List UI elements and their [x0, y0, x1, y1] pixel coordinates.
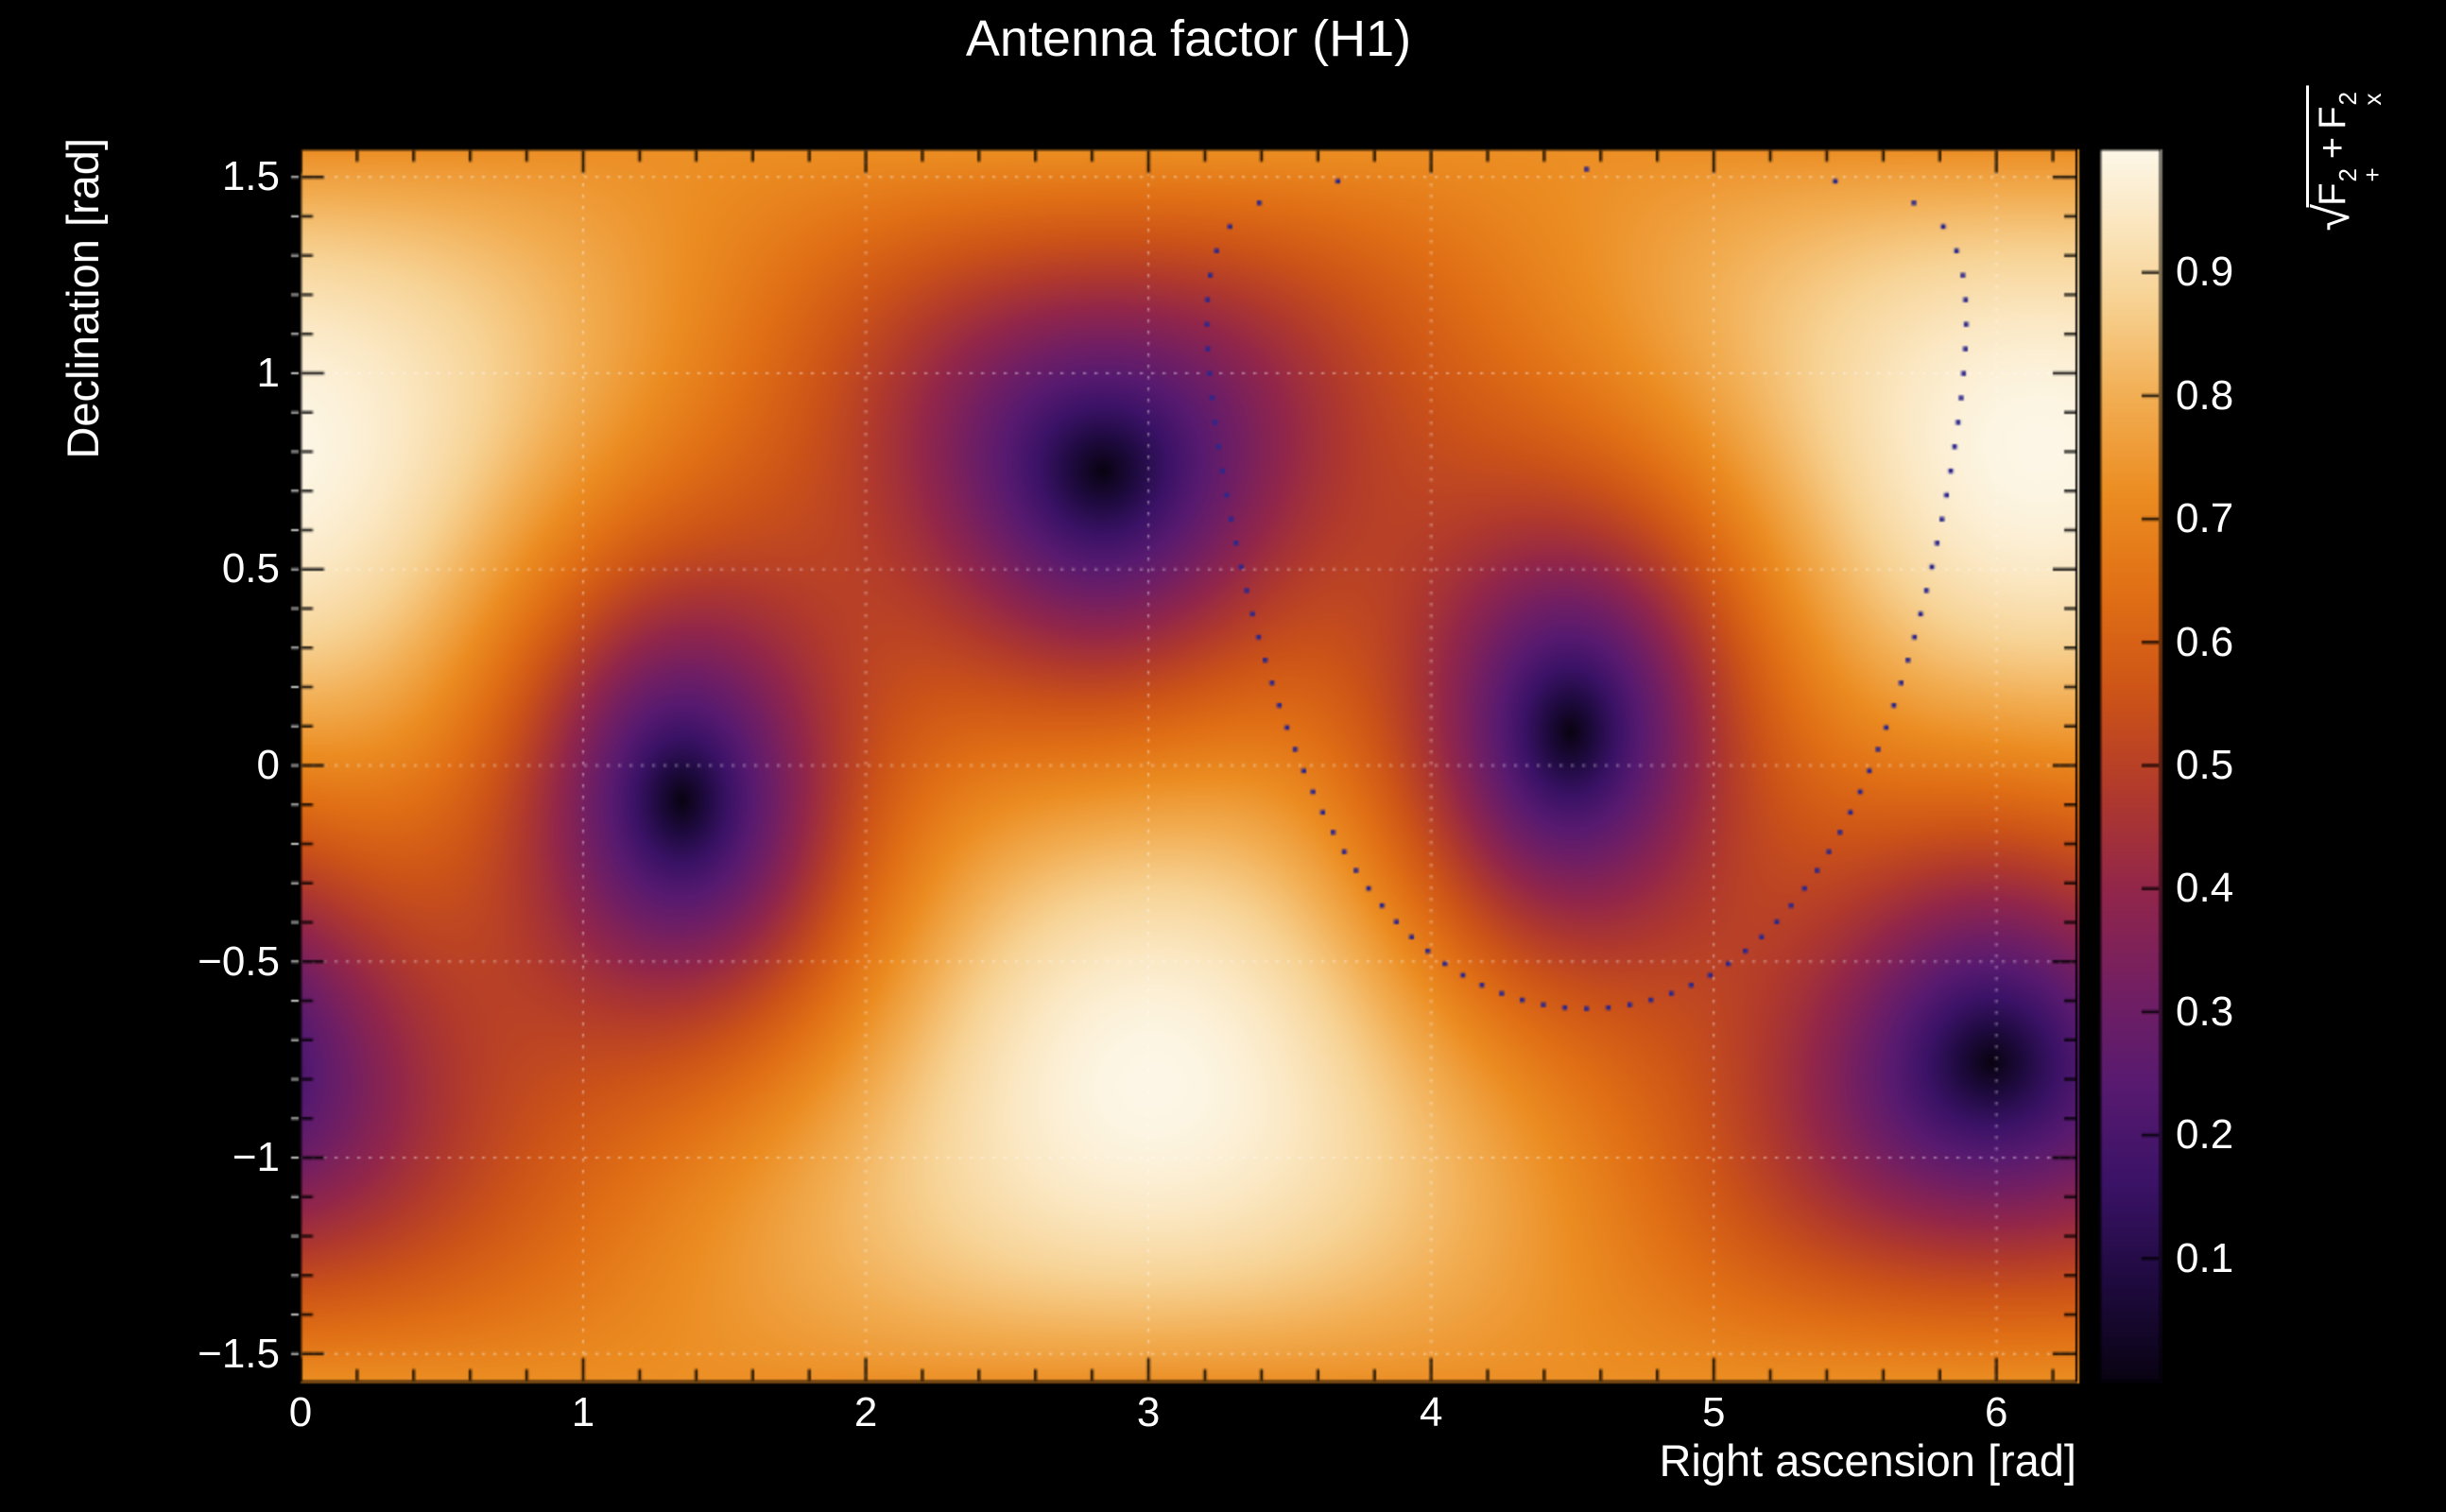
- f-cross-sup: 2: [2334, 92, 2362, 106]
- colorbar-tick-label: 0.1: [2176, 1234, 2234, 1281]
- sqrt-symbol: √: [2305, 203, 2360, 232]
- plus-op: +: [2312, 136, 2353, 160]
- x-tick-label: 5: [1702, 1389, 1726, 1435]
- y-axis-title: Declination [rad]: [57, 138, 378, 459]
- colorbar-tick-label: 0.8: [2176, 371, 2234, 419]
- x-tick-label: 6: [1985, 1389, 2008, 1435]
- colorbar-tick-label: 0.4: [2176, 865, 2234, 912]
- colorbar-tick-label: 0.7: [2176, 495, 2234, 542]
- colorbar-tick-label: 0.3: [2176, 988, 2234, 1035]
- f-cross-base: F: [2312, 106, 2353, 129]
- colorbar-title-text: √F 2 + +F 2 x: [2304, 85, 2386, 232]
- y-tick-label: −1: [232, 1134, 280, 1181]
- f-plus-sup: 2: [2334, 167, 2362, 182]
- f-plus-base: F: [2312, 182, 2353, 206]
- x-tick-label: 4: [1419, 1389, 1443, 1435]
- y-axis-title-text: Declination [rad]: [58, 138, 108, 459]
- x-tick-label: 3: [1136, 1389, 1161, 1435]
- chart-title: Antenna factor (H1): [965, 10, 1412, 67]
- f-plus-scripts: 2 +: [2334, 167, 2386, 182]
- y-tick-label: 1: [256, 349, 280, 396]
- colorbar-tick-label: 0.6: [2176, 618, 2234, 665]
- colorbar-tick-label: 0.9: [2176, 249, 2234, 296]
- x-axis-title: Right ascension [rad]: [1659, 1435, 2076, 1486]
- y-tick-label: −0.5: [198, 937, 280, 985]
- y-tick-label: 1.5: [221, 153, 280, 200]
- f-plus-sub: +: [2358, 167, 2386, 182]
- y-tick-label: −1.5: [198, 1330, 280, 1377]
- x-tick-label: 1: [571, 1389, 595, 1435]
- colorbar-tick-label: 0.5: [2176, 742, 2234, 788]
- colorbar-title: √F 2 + +F 2 x: [2304, 85, 2446, 231]
- y-tick-label: 0.5: [221, 545, 280, 593]
- x-tick-label: 2: [853, 1389, 878, 1435]
- f-cross-sub: x: [2358, 93, 2386, 106]
- radicand: F 2 + +F 2 x: [2306, 85, 2386, 208]
- x-tick-label: 0: [288, 1389, 313, 1435]
- colorbar-tick-label: 0.2: [2176, 1111, 2234, 1159]
- y-tick-label: 0: [256, 742, 280, 788]
